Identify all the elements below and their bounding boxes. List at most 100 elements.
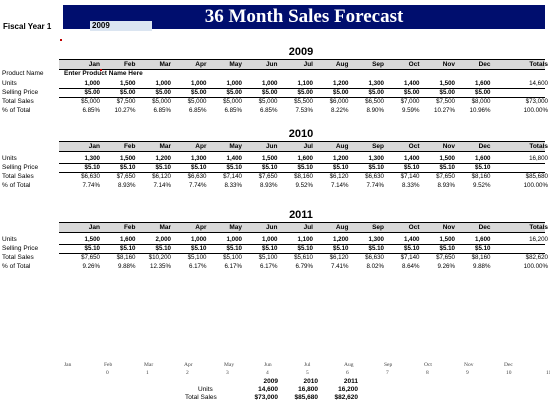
units-cell[interactable]: 1,000: [262, 236, 278, 243]
units-label: Units: [2, 80, 17, 87]
selling-price-cell[interactable]: $5.10: [475, 245, 491, 252]
selling-price-cell[interactable]: $5.10: [297, 245, 313, 252]
pct-of-total-cell: 8.64%: [401, 263, 420, 270]
selling-price-cell[interactable]: $5.10: [368, 164, 384, 171]
selling-price-cell[interactable]: $5.00: [262, 89, 278, 96]
selling-price-cell[interactable]: $5.10: [84, 164, 100, 171]
units-cell[interactable]: 1,500: [439, 155, 455, 162]
units-cell[interactable]: 1,300: [84, 155, 100, 162]
selling-price-cell[interactable]: $5.10: [404, 245, 420, 252]
units-cell[interactable]: 1,400: [226, 155, 242, 162]
selling-price-cell[interactable]: $5.10: [333, 245, 349, 252]
total-sales-cell: $5,000: [223, 98, 242, 105]
selling-price-cell[interactable]: $5.00: [120, 89, 136, 96]
selling-price-cell[interactable]: $5.00: [475, 89, 491, 96]
selling-price-cell[interactable]: $5.10: [120, 245, 136, 252]
selling-price-cell[interactable]: $5.10: [262, 164, 278, 171]
selling-price-cell[interactable]: $5.10: [475, 164, 491, 171]
units-cell[interactable]: 2,000: [155, 236, 171, 243]
month-header: Jun: [265, 224, 278, 231]
month-header: Mar: [159, 224, 171, 231]
units-cell[interactable]: 1,000: [191, 80, 207, 87]
pct-of-total-cell: 8.93%: [437, 182, 455, 189]
selling-price-cell[interactable]: $5.00: [155, 89, 171, 96]
fiscal-year-input[interactable]: 2009: [90, 21, 152, 31]
pct-of-total-cell: 9.52%: [472, 182, 491, 189]
units-cell[interactable]: 1,000: [155, 80, 171, 87]
selling-price-cell[interactable]: $5.10: [439, 164, 455, 171]
pct-of-total-cell: 7.74%: [82, 182, 100, 189]
units-cell[interactable]: 1,500: [120, 155, 136, 162]
units-cell[interactable]: 1,500: [439, 80, 455, 87]
units-cell[interactable]: 1,200: [333, 80, 349, 87]
selling-price-cell[interactable]: $5.10: [191, 245, 207, 252]
units-cell[interactable]: 1,200: [333, 155, 349, 162]
selling-price-cell[interactable]: $5.10: [226, 245, 242, 252]
selling-price-cell[interactable]: $5.00: [404, 89, 420, 96]
selling-price-cell[interactable]: $5.10: [333, 164, 349, 171]
selling-price-cell[interactable]: $5.10: [368, 245, 384, 252]
pct-of-total-cell: 10.27%: [434, 107, 455, 114]
units-cell[interactable]: 1,000: [84, 80, 100, 87]
pct-of-total-cell: 8.33%: [224, 182, 242, 189]
month-header: Aug: [335, 143, 349, 150]
units-cell[interactable]: 1,200: [333, 236, 349, 243]
units-cell[interactable]: 1,000: [226, 236, 242, 243]
units-cell[interactable]: 1,100: [297, 236, 313, 243]
selling-price-cell[interactable]: $5.10: [191, 164, 207, 171]
month-header: Dec: [478, 224, 491, 231]
total-sales-cell: $8,160: [116, 254, 136, 261]
units-cell[interactable]: 1,600: [475, 155, 491, 162]
summary-sales: $73,000: [254, 394, 279, 401]
row-divider: [59, 88, 545, 89]
selling-price-cell[interactable]: $5.00: [84, 89, 100, 96]
units-cell[interactable]: 1,600: [475, 80, 491, 87]
selling-price-cell[interactable]: $5.00: [297, 89, 313, 96]
product-name-input[interactable]: Enter Product Name Here: [64, 70, 143, 77]
selling-price-cell[interactable]: $5.10: [155, 245, 171, 252]
total-sales-cell: $5,000: [258, 98, 278, 105]
fiscal-year-label: Fiscal Year 1: [3, 22, 52, 31]
units-cell[interactable]: 1,300: [368, 155, 384, 162]
units-cell[interactable]: 1,400: [404, 155, 420, 162]
units-cell[interactable]: 1,500: [262, 155, 278, 162]
selling-price-cell[interactable]: $5.10: [262, 245, 278, 252]
selling-price-cell[interactable]: $5.00: [226, 89, 242, 96]
units-cell[interactable]: 1,500: [84, 236, 100, 243]
units-cell[interactable]: 1,000: [191, 236, 207, 243]
units-cell[interactable]: 1,200: [155, 155, 171, 162]
units-cell[interactable]: 1,300: [368, 236, 384, 243]
month-header: Aug: [335, 224, 349, 231]
units-cell[interactable]: 1,600: [297, 155, 313, 162]
units-cell[interactable]: 1,300: [368, 80, 384, 87]
units-cell[interactable]: 1,500: [120, 80, 136, 87]
selling-price-cell[interactable]: $5.10: [226, 164, 242, 171]
selling-price-cell[interactable]: $5.00: [368, 89, 384, 96]
selling-price-cell[interactable]: $5.10: [155, 164, 171, 171]
pct-of-total-cell: 9.52%: [295, 182, 313, 189]
units-cell[interactable]: 1,300: [191, 155, 207, 162]
selling-price-cell[interactable]: $5.10: [439, 245, 455, 252]
total-sales-cell: $6,500: [365, 98, 384, 105]
pct-of-total-cell: 8.93%: [259, 182, 278, 189]
selling-price-cell[interactable]: $5.00: [439, 89, 455, 96]
selling-price-cell[interactable]: $5.10: [84, 245, 100, 252]
row-divider: [59, 253, 545, 254]
units-cell[interactable]: 1,600: [475, 236, 491, 243]
total-sales-cell: $5,000: [187, 98, 207, 105]
units-cell[interactable]: 1,000: [262, 80, 278, 87]
total-sales-cell: $5,000: [152, 98, 171, 105]
year-heading: 2011: [289, 209, 313, 221]
units-cell[interactable]: 1,500: [439, 236, 455, 243]
units-cell[interactable]: 1,100: [297, 80, 313, 87]
selling-price-cell[interactable]: $5.00: [191, 89, 207, 96]
pct-of-total-cell: 6.85%: [188, 107, 207, 114]
units-cell[interactable]: 1,000: [226, 80, 242, 87]
selling-price-cell[interactable]: $5.10: [404, 164, 420, 171]
units-cell[interactable]: 1,400: [404, 80, 420, 87]
selling-price-cell[interactable]: $5.10: [120, 164, 136, 171]
selling-price-cell[interactable]: $5.10: [297, 164, 313, 171]
units-cell[interactable]: 1,600: [120, 236, 136, 243]
units-cell[interactable]: 1,400: [404, 236, 420, 243]
selling-price-cell[interactable]: $5.00: [333, 89, 349, 96]
